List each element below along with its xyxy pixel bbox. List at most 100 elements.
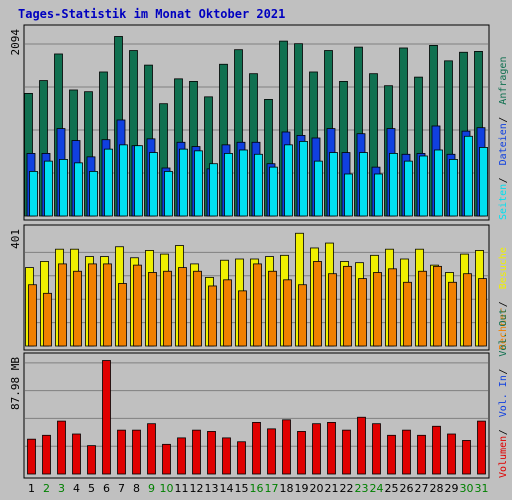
x-tick-label-day-24: 24: [370, 482, 384, 495]
x-tick-label-day-2: 2: [43, 482, 50, 495]
bar-seiten-day-10: [164, 171, 173, 217]
bar-volumen-day-4: [72, 433, 81, 475]
bar-seiten-day-17: [269, 166, 278, 217]
bar-volumen-day-29: [447, 433, 456, 475]
bar-seiten-day-21: [329, 152, 338, 217]
bar-seiten-day-16: [254, 153, 263, 217]
legend-separator: /: [498, 429, 509, 435]
bar-rechner-day-8: [133, 264, 142, 347]
bar-seiten-day-11: [179, 148, 188, 217]
bar-volumen-day-24: [372, 423, 381, 475]
x-tick-label-day-26: 26: [400, 482, 414, 495]
bar-seiten-day-26: [404, 160, 413, 217]
y-axis-label-hits: 2094: [9, 29, 22, 56]
x-tick-label-day-15: 15: [235, 482, 249, 495]
bar-rechner-day-21: [328, 273, 337, 347]
bar-seiten-day-4: [74, 162, 83, 217]
bar-rechner-day-14: [223, 279, 232, 347]
bar-seiten-day-1: [29, 171, 38, 217]
legend-separator: /: [498, 301, 509, 307]
x-tick-label-day-29: 29: [445, 482, 459, 495]
bar-rechner-day-15: [238, 290, 247, 347]
legend-vol-in: Vol. In: [498, 375, 509, 417]
x-tick-label-day-5: 5: [88, 482, 95, 495]
bar-volumen-day-11: [177, 437, 186, 475]
bar-rechner-day-30: [463, 273, 472, 347]
bar-volumen-day-5: [87, 445, 96, 475]
legend-seiten: Seiten: [498, 184, 509, 220]
bar-volumen-day-26: [402, 429, 411, 475]
bar-rechner-day-2: [43, 292, 52, 347]
bar-seiten-day-12: [194, 150, 203, 217]
bar-volumen-day-25: [387, 434, 396, 475]
legend-anfragen: Anfragen: [498, 57, 509, 105]
y-axis-label-visits: 401: [9, 229, 22, 249]
bar-rechner-day-4: [73, 270, 82, 347]
bar-rechner-day-26: [403, 281, 412, 347]
bar-rechner-day-28: [433, 265, 442, 347]
x-tick-label-day-7: 7: [118, 482, 125, 495]
bar-volumen-day-14: [222, 437, 231, 475]
bar-rechner-day-19: [298, 284, 307, 347]
bar-rechner-day-1: [28, 284, 37, 347]
bar-rechner-day-12: [193, 270, 202, 347]
x-tick-label-day-17: 17: [265, 482, 279, 495]
x-tick-label-day-14: 14: [220, 482, 234, 495]
bar-volumen-day-31: [477, 420, 486, 475]
bar-seiten-day-29: [449, 159, 458, 217]
x-tick-label-day-21: 21: [325, 482, 339, 495]
bar-seiten-day-6: [104, 148, 113, 217]
bar-rechner-day-23: [358, 278, 367, 347]
bar-rechner-day-24: [373, 272, 382, 347]
legend-volumen: Volumen: [498, 436, 509, 478]
bar-seiten-day-13: [209, 163, 218, 217]
bar-rechner-day-31: [478, 278, 487, 347]
bar-rechner-day-16: [253, 263, 262, 347]
bar-rechner-day-18: [283, 279, 292, 347]
bar-volumen-day-15: [237, 441, 246, 475]
x-tick-label-day-28: 28: [430, 482, 444, 495]
bar-rechner-day-29: [448, 281, 457, 347]
bar-rechner-day-25: [388, 268, 397, 347]
x-tick-label-day-3: 3: [58, 482, 65, 495]
bar-volumen-day-17: [267, 428, 276, 475]
chart-title: Tages-Statistik im Monat Oktober 2021: [18, 7, 286, 21]
bar-volumen-day-1: [27, 438, 36, 475]
bar-rechner-day-7: [118, 283, 127, 347]
legend-dateien: Dateien: [498, 123, 509, 165]
x-tick-label-day-20: 20: [310, 482, 324, 495]
x-tick-label-day-10: 10: [160, 482, 174, 495]
x-tick-label-day-12: 12: [190, 482, 204, 495]
bar-volumen-day-27: [417, 434, 426, 475]
bar-volumen-day-18: [282, 419, 291, 475]
x-tick-label-day-23: 23: [355, 482, 369, 495]
bar-rechner-day-6: [103, 263, 112, 347]
x-tick-label-day-1: 1: [28, 482, 35, 495]
bar-volumen-day-20: [312, 423, 321, 475]
bar-rechner-day-22: [343, 265, 352, 347]
legend-besuche: Besuche: [498, 247, 509, 289]
bar-volumen-day-30: [462, 440, 471, 475]
bar-seiten-day-5: [89, 171, 98, 217]
bar-rechner-day-10: [163, 270, 172, 347]
bar-volumen-day-9: [147, 423, 156, 475]
bar-rechner-day-20: [313, 261, 322, 347]
x-tick-label-day-13: 13: [205, 482, 219, 495]
legend-separator: /: [498, 369, 509, 375]
x-tick-label-day-8: 8: [133, 482, 140, 495]
bar-volumen-day-12: [192, 429, 201, 475]
bar-volumen-day-3: [57, 420, 66, 475]
bar-seiten-day-7: [119, 144, 128, 217]
bar-seiten-day-23: [359, 152, 368, 217]
bar-rechner-day-3: [58, 263, 67, 347]
bar-volumen-day-2: [42, 434, 51, 475]
bar-seiten-day-15: [239, 149, 248, 217]
bar-seiten-day-28: [434, 149, 443, 217]
bar-seiten-day-9: [149, 152, 158, 217]
bar-seiten-day-25: [389, 153, 398, 217]
x-tick-label-day-22: 22: [340, 482, 354, 495]
legend-vol-out: Vol. Out: [498, 308, 509, 356]
legend-separator: /: [498, 117, 509, 123]
bar-rechner-day-5: [88, 263, 97, 347]
